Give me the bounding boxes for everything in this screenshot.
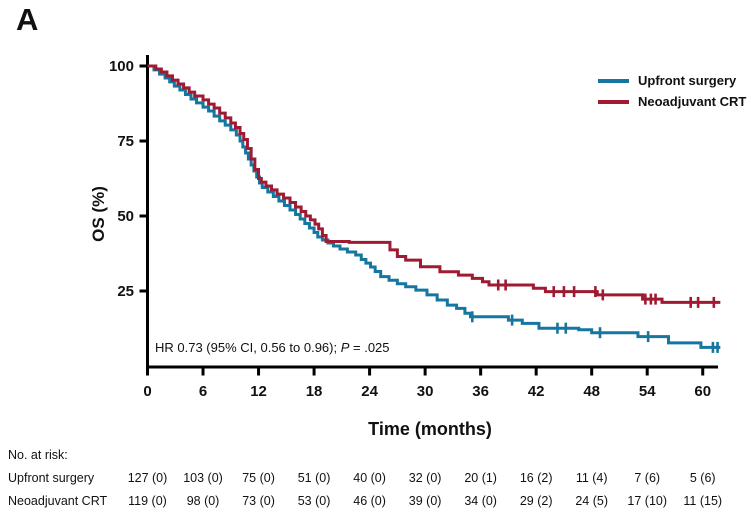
legend-item-upfront-surgery: Upfront surgery xyxy=(598,70,746,91)
x-tick-label: 6 xyxy=(199,383,207,400)
risk-row-upfront-surgery: Upfront surgery 127 (0) 103 (0) 75 (0) 51 (… xyxy=(0,471,751,487)
risk-cell: 17 (10) xyxy=(627,494,668,508)
x-tick-label: 42 xyxy=(528,383,545,400)
legend: Upfront surgery Neoadjuvant CRT xyxy=(598,70,746,112)
risk-cell: 11 (4) xyxy=(575,471,608,485)
legend-label-upfront-surgery: Upfront surgery xyxy=(638,73,737,88)
risk-cell: 29 (2) xyxy=(519,494,553,508)
p-value: = .025 xyxy=(349,340,390,355)
legend-swatch-upfront-surgery xyxy=(598,78,629,83)
risk-cell: 7 (6) xyxy=(634,471,661,485)
risk-row-label: Upfront surgery xyxy=(8,471,95,485)
risk-cell: 39 (0) xyxy=(408,494,442,508)
x-tick-label: 36 xyxy=(472,383,489,400)
risk-cell: 46 (0) xyxy=(353,494,386,508)
x-axis-title: Time (months) xyxy=(368,419,492,439)
risk-table-title: No. at risk: xyxy=(8,448,68,462)
p-symbol: P xyxy=(340,340,350,355)
risk-cell: 119 (0) xyxy=(128,494,167,508)
y-tick-label: 100 xyxy=(109,58,134,75)
survival-curve-neoadjuvant-crt xyxy=(147,64,721,304)
risk-cell: 24 (5) xyxy=(575,494,609,508)
legend-item-neoadjuvant-crt: Neoadjuvant CRT xyxy=(598,91,746,112)
y-tick-label: 25 xyxy=(117,283,134,300)
risk-cell: 20 (1) xyxy=(464,471,497,485)
risk-cell: 103 (0) xyxy=(183,471,223,485)
y-tick-label: 75 xyxy=(117,133,134,150)
risk-cell: 51 (0) xyxy=(297,471,331,485)
risk-cell: 34 (0) xyxy=(464,494,497,508)
x-tick-label: 12 xyxy=(250,383,267,400)
hr-annotation-text: HR 0.73 (95% CI, 0.56 to 0.96); xyxy=(155,340,341,355)
risk-cell: 40 (0) xyxy=(353,471,386,485)
x-tick-label: 24 xyxy=(361,383,378,400)
y-tick-label: 50 xyxy=(117,208,134,225)
risk-row-label: Neoadjuvant CRT xyxy=(8,494,108,508)
x-tick-label: 60 xyxy=(694,383,711,400)
x-tick-label: 30 xyxy=(417,383,434,400)
x-tick-label: 18 xyxy=(306,383,323,400)
legend-swatch-neoadjuvant-crt xyxy=(598,99,629,104)
risk-cell: 73 (0) xyxy=(242,494,275,508)
risk-cell: 11 (15) xyxy=(683,494,723,508)
x-tick-label: 54 xyxy=(639,383,656,400)
survival-curve-upfront-surgery xyxy=(147,64,721,349)
x-tick-label: 0 xyxy=(143,383,151,400)
hr-annotation: HR 0.73 (95% CI, 0.56 to 0.96); P = .025 xyxy=(155,340,390,355)
risk-cell: 98 (0) xyxy=(186,494,220,508)
risk-cell: 16 (2) xyxy=(519,471,553,485)
panel-label: A xyxy=(16,2,39,37)
x-tick-label: 48 xyxy=(583,383,600,400)
risk-cell: 32 (0) xyxy=(408,471,442,485)
risk-row-neoadjuvant-crt: Neoadjuvant CRT 119 (0) 98 (0) 73 (0) 53 (0… xyxy=(0,494,751,510)
risk-cell: 127 (0) xyxy=(127,471,168,485)
risk-cell: 53 (0) xyxy=(297,494,331,508)
legend-label-neoadjuvant-crt: Neoadjuvant CRT xyxy=(638,94,747,109)
risk-cell: 5 (6) xyxy=(689,471,716,485)
risk-cell: 75 (0) xyxy=(242,471,275,485)
